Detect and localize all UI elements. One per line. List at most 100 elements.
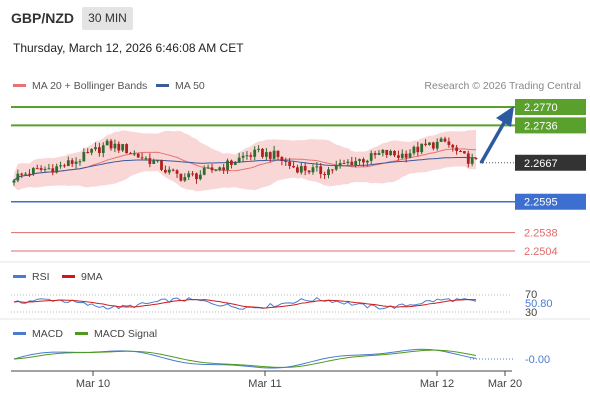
candle-body bbox=[354, 161, 358, 166]
candle-body bbox=[330, 169, 334, 171]
candle-body bbox=[187, 173, 191, 178]
candle-body bbox=[334, 165, 338, 170]
candle-body bbox=[241, 155, 245, 158]
candle-body bbox=[264, 152, 268, 157]
legend-signal-label: MACD Signal bbox=[94, 328, 158, 340]
bollinger-band bbox=[13, 130, 477, 192]
candle-body bbox=[20, 173, 24, 175]
candle-body bbox=[175, 170, 179, 174]
level-box-2 bbox=[515, 154, 586, 171]
candle-body bbox=[218, 167, 222, 171]
candle-body bbox=[327, 169, 330, 176]
candle-body bbox=[358, 159, 361, 162]
candle-body bbox=[338, 163, 342, 166]
candle-body bbox=[214, 170, 218, 172]
candle-body bbox=[276, 150, 280, 157]
candle-body bbox=[74, 161, 78, 164]
candle-body bbox=[125, 144, 128, 154]
candle-body bbox=[183, 177, 187, 181]
x-label-mar10: Mar 10 bbox=[76, 378, 110, 390]
candle-body bbox=[55, 166, 59, 173]
candle-body bbox=[171, 169, 175, 171]
candle-body bbox=[167, 169, 171, 173]
candle-body bbox=[396, 155, 400, 158]
x-axis: Mar 10 Mar 11 Mar 12 Mar 20 bbox=[11, 370, 522, 390]
candle-body bbox=[144, 158, 148, 160]
candle-body bbox=[97, 147, 101, 154]
candle-body bbox=[439, 138, 443, 142]
candle-body bbox=[292, 165, 295, 168]
legend-signal: MACD Signal bbox=[75, 328, 157, 340]
macd-panel: -0.00 bbox=[13, 348, 550, 369]
candle-body bbox=[226, 160, 229, 171]
candle-body bbox=[253, 149, 257, 157]
candle-body bbox=[268, 152, 272, 159]
candle-body bbox=[117, 143, 121, 151]
candle-body bbox=[455, 147, 459, 152]
legend-rsi-label: RSI bbox=[32, 271, 50, 283]
level-label-0: 2.2770 bbox=[524, 102, 558, 114]
candle-body bbox=[59, 165, 62, 167]
candle-body bbox=[12, 180, 16, 183]
candle-body bbox=[311, 167, 315, 173]
x-label-mar11: Mar 11 bbox=[248, 378, 281, 390]
chart-header: GBP/NZD 30 MIN bbox=[0, 0, 590, 36]
candle-body bbox=[261, 148, 264, 157]
candle-body bbox=[389, 150, 393, 155]
candle-body bbox=[435, 141, 439, 149]
candle-body bbox=[132, 153, 136, 155]
x-label-mar20: Mar 20 bbox=[488, 378, 522, 390]
candle-body bbox=[35, 168, 39, 170]
interval-badge[interactable]: 30 MIN bbox=[82, 7, 133, 30]
candle-body bbox=[70, 160, 74, 164]
candle-body bbox=[412, 146, 416, 154]
legend-ma50-label: MA 50 bbox=[175, 80, 205, 92]
candle-body bbox=[466, 153, 470, 164]
timestamp: Thursday, March 12, 2026 6:46:08 AM CET bbox=[13, 41, 244, 55]
candle-body bbox=[315, 166, 319, 168]
candle-body bbox=[230, 160, 233, 165]
level-lines bbox=[11, 106, 515, 252]
candle-body bbox=[299, 166, 303, 173]
candle-body bbox=[82, 152, 86, 162]
candle-body bbox=[156, 160, 160, 162]
candle-body bbox=[404, 153, 408, 158]
candle-body bbox=[408, 153, 412, 158]
candle-body bbox=[463, 151, 466, 154]
candle-body bbox=[121, 144, 125, 151]
candle-body bbox=[284, 160, 288, 162]
ma20-line bbox=[13, 148, 477, 181]
bollinger-band-area bbox=[13, 130, 477, 192]
candle-body bbox=[152, 160, 156, 164]
bollinger-swatch-icon bbox=[13, 83, 26, 87]
x-label-mar12: Mar 12 bbox=[420, 378, 454, 390]
candle-body bbox=[105, 140, 109, 146]
candle-body bbox=[86, 152, 90, 154]
candle-body bbox=[233, 162, 237, 165]
candle-body bbox=[245, 155, 249, 157]
candle-body bbox=[198, 174, 202, 180]
candle-body bbox=[191, 173, 194, 175]
candle-body bbox=[257, 148, 260, 150]
candle-body bbox=[39, 168, 43, 170]
candle-body bbox=[222, 167, 226, 171]
candle-body bbox=[443, 138, 447, 142]
candle-body bbox=[43, 168, 47, 170]
rsi-ma-line bbox=[13, 298, 477, 309]
legend-macd-label: MACD bbox=[32, 328, 63, 340]
level-box-0 bbox=[515, 99, 586, 115]
candle-body bbox=[210, 167, 214, 171]
candle-body bbox=[78, 161, 82, 163]
candle-body bbox=[206, 167, 210, 169]
candle-body bbox=[47, 168, 51, 170]
legend-bollinger-label: MA 20 + Bollinger Bands bbox=[32, 80, 148, 92]
candle-body bbox=[148, 158, 152, 164]
candle-body bbox=[369, 153, 373, 161]
forecast-arrow-shaft bbox=[479, 120, 507, 164]
level-label-1: 2.2736 bbox=[524, 120, 558, 132]
candle-body bbox=[400, 153, 404, 158]
candle-body bbox=[393, 150, 396, 156]
candle-body bbox=[202, 168, 206, 175]
candle-body bbox=[381, 149, 385, 154]
